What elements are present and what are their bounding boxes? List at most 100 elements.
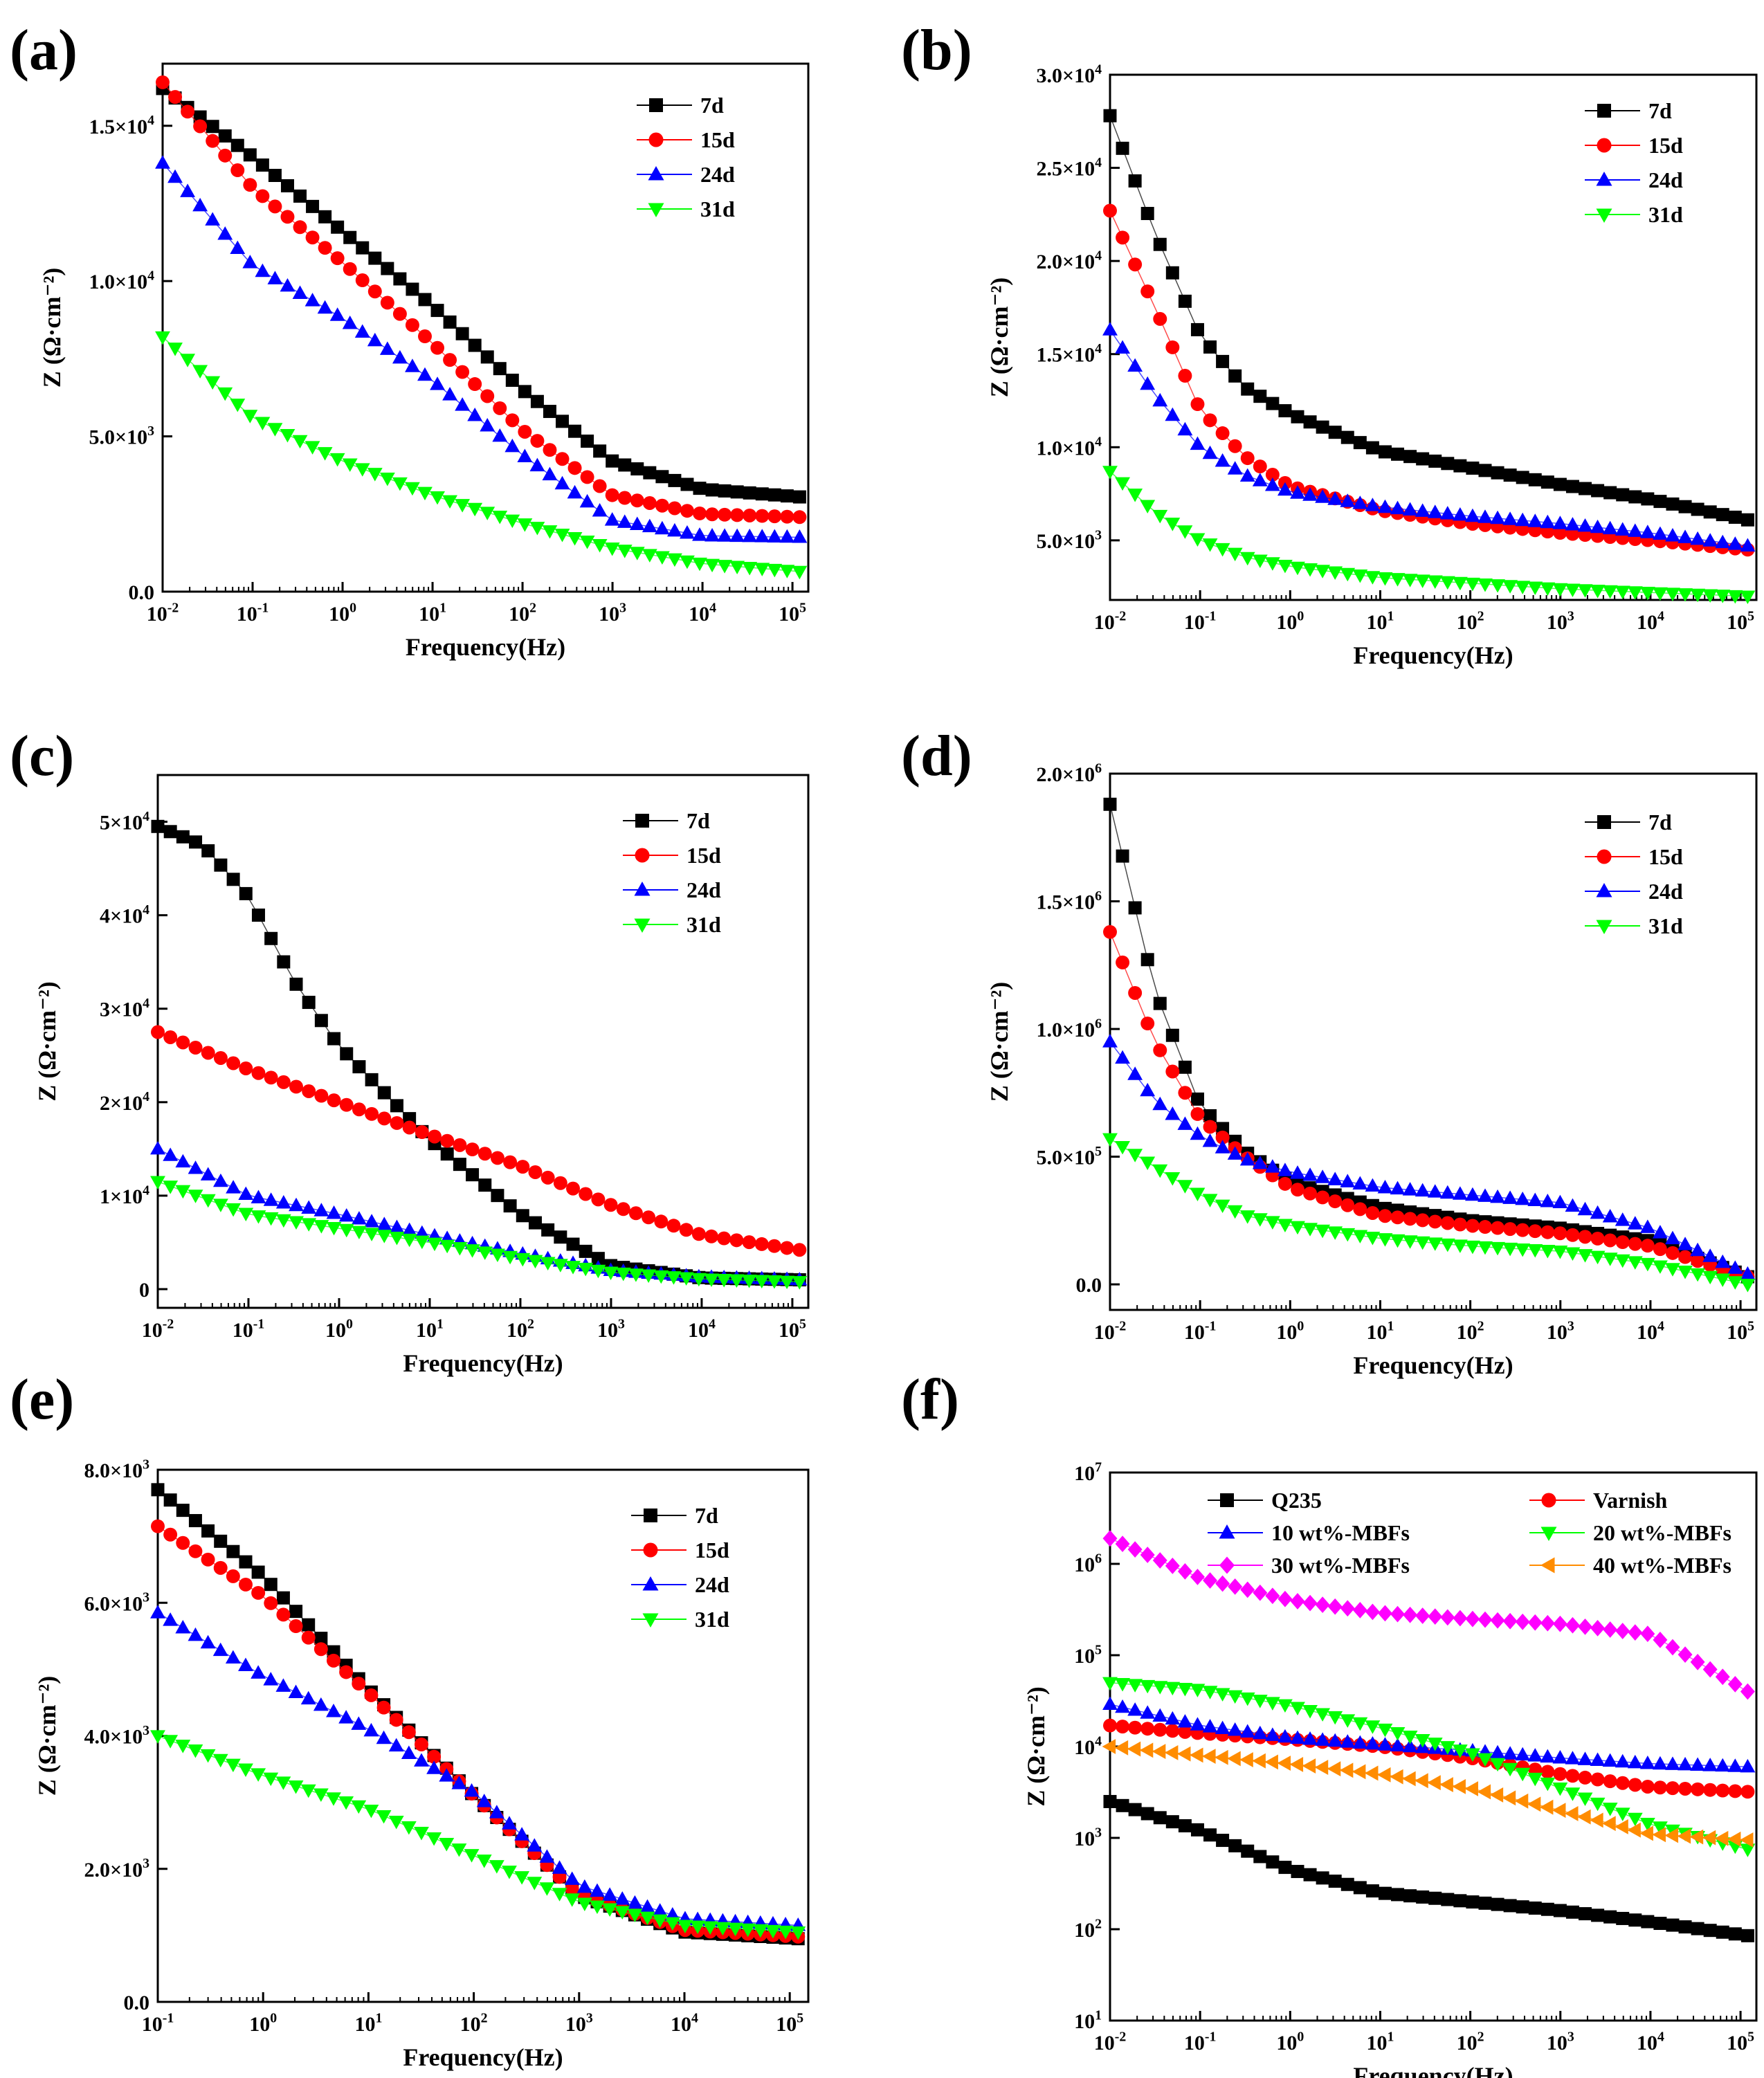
data-point bbox=[363, 1804, 379, 1819]
legend-marker bbox=[635, 848, 650, 863]
data-point bbox=[1552, 1615, 1567, 1632]
data-point bbox=[553, 1176, 567, 1190]
series-line bbox=[1109, 931, 1748, 1277]
data-point bbox=[792, 510, 807, 525]
data-point bbox=[302, 996, 316, 1010]
data-point bbox=[579, 1187, 593, 1201]
data-point bbox=[214, 1534, 228, 1548]
data-point bbox=[1215, 1688, 1230, 1702]
data-point bbox=[693, 482, 707, 495]
data-point bbox=[1328, 426, 1342, 439]
data-point bbox=[351, 1716, 367, 1730]
data-point bbox=[1515, 1747, 1531, 1761]
data-point bbox=[1590, 1772, 1605, 1787]
data-point bbox=[1153, 311, 1167, 326]
data-point bbox=[1140, 1722, 1155, 1736]
x-tick-label: 10-2 bbox=[1094, 1318, 1127, 1344]
data-point bbox=[1103, 924, 1117, 939]
data-point bbox=[654, 1214, 669, 1229]
legend: 7d 15d 24d 31d bbox=[1585, 810, 1683, 938]
data-point bbox=[1239, 1151, 1255, 1166]
data-point bbox=[502, 1816, 517, 1830]
y-axis-label: Z (Ω·cm⁻²) bbox=[38, 268, 66, 388]
data-point bbox=[1527, 1192, 1543, 1206]
data-point bbox=[1302, 563, 1318, 577]
data-point bbox=[1290, 1730, 1305, 1744]
data-point bbox=[641, 1269, 657, 1283]
data-point bbox=[255, 417, 271, 430]
data-point bbox=[718, 484, 731, 498]
data-point bbox=[1339, 1762, 1354, 1778]
data-point bbox=[639, 1899, 655, 1913]
data-point bbox=[1415, 1213, 1430, 1228]
data-point bbox=[556, 414, 570, 428]
data-point bbox=[1452, 1186, 1468, 1200]
x-tick-label: 10-1 bbox=[1184, 608, 1216, 634]
data-point bbox=[755, 487, 769, 501]
data-point bbox=[301, 1200, 317, 1214]
data-point bbox=[455, 365, 470, 379]
data-point bbox=[251, 1565, 265, 1579]
data-point bbox=[1552, 583, 1568, 597]
data-point bbox=[1165, 518, 1181, 531]
data-point bbox=[1165, 1172, 1181, 1186]
data-point bbox=[1565, 1198, 1581, 1212]
data-point bbox=[779, 529, 795, 543]
data-point bbox=[1427, 504, 1443, 518]
data-point bbox=[1602, 1803, 1618, 1816]
data-point bbox=[304, 441, 320, 455]
data-point bbox=[1327, 1172, 1343, 1185]
data-point bbox=[1728, 1927, 1742, 1941]
data-point bbox=[1277, 1219, 1293, 1232]
data-point bbox=[1416, 452, 1430, 466]
data-point bbox=[527, 1255, 543, 1269]
series-7d bbox=[1103, 797, 1754, 1284]
data-point bbox=[1215, 1575, 1230, 1592]
data-point bbox=[163, 1493, 177, 1507]
data-point bbox=[1128, 901, 1142, 915]
data-point bbox=[1352, 1717, 1368, 1731]
data-point bbox=[1702, 1758, 1718, 1771]
data-point bbox=[1153, 1043, 1167, 1057]
data-point bbox=[467, 502, 483, 517]
data-point bbox=[1439, 506, 1455, 520]
x-tick-label: 103 bbox=[1547, 608, 1574, 634]
data-point bbox=[1565, 517, 1581, 531]
x-tick-label: 103 bbox=[565, 2010, 593, 2036]
data-point bbox=[1128, 174, 1142, 188]
data-point bbox=[1740, 513, 1754, 527]
data-point bbox=[355, 273, 370, 288]
data-point bbox=[376, 1216, 392, 1230]
data-point bbox=[1165, 1028, 1179, 1042]
data-point bbox=[175, 1154, 191, 1168]
data-point bbox=[1690, 1653, 1705, 1670]
series-24d bbox=[155, 155, 808, 543]
y-tick-label: 1×104 bbox=[100, 1183, 149, 1208]
data-point bbox=[1553, 1904, 1567, 1917]
data-point bbox=[1591, 1908, 1605, 1922]
data-point bbox=[1116, 141, 1129, 155]
data-point bbox=[754, 1237, 769, 1251]
data-point bbox=[1264, 1754, 1278, 1770]
data-point bbox=[1190, 1092, 1204, 1106]
data-point bbox=[680, 504, 694, 518]
data-point bbox=[627, 1895, 643, 1909]
data-point bbox=[1665, 528, 1680, 542]
data-point bbox=[1241, 1844, 1255, 1858]
data-point bbox=[150, 1730, 165, 1744]
data-point bbox=[490, 1248, 505, 1263]
data-point bbox=[539, 1849, 555, 1863]
data-point bbox=[1390, 1210, 1405, 1225]
data-point bbox=[1265, 1587, 1280, 1605]
data-point bbox=[554, 529, 570, 543]
data-point bbox=[1539, 1799, 1554, 1815]
x-tick-label: 10-1 bbox=[1184, 1318, 1216, 1344]
data-point bbox=[792, 490, 806, 504]
data-point bbox=[1590, 1797, 1606, 1812]
data-point bbox=[314, 1632, 328, 1646]
series-31d bbox=[150, 1730, 806, 1940]
data-point bbox=[1565, 1751, 1581, 1765]
data-point bbox=[1115, 340, 1130, 354]
x-axis-label: Frequency(Hz) bbox=[1353, 1351, 1513, 1379]
data-point bbox=[1602, 1208, 1618, 1223]
